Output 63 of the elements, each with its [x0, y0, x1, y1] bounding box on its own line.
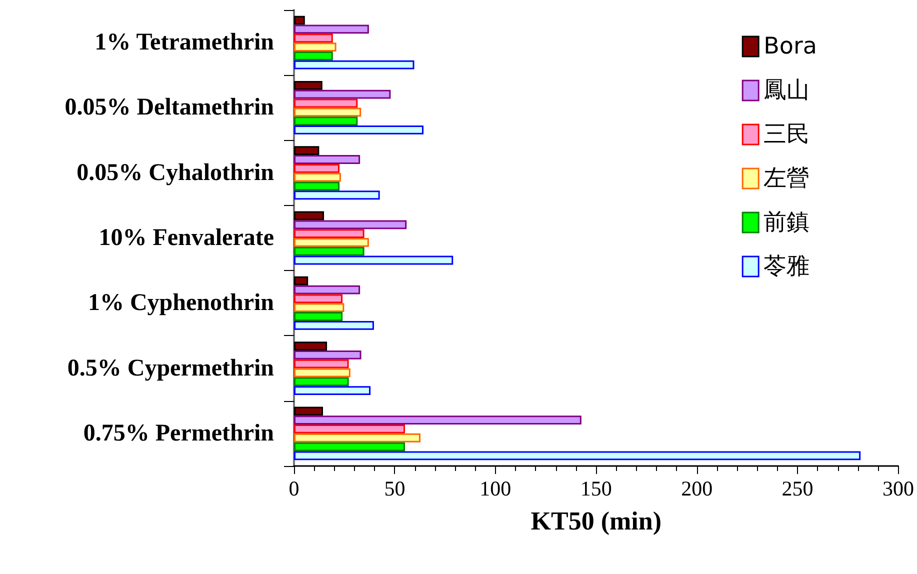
bar [294, 90, 391, 99]
bar [294, 406, 324, 416]
bar [294, 182, 340, 191]
bar [294, 368, 350, 378]
bar [294, 81, 322, 90]
bar [294, 211, 324, 220]
bar [294, 51, 333, 60]
bar [294, 285, 360, 294]
legend-label: 前鎮 [764, 210, 810, 236]
bar [294, 98, 358, 108]
bar [294, 386, 371, 395]
bar [294, 377, 349, 386]
y-tick-label: 0.5% Cypermethrin [67, 355, 274, 382]
bar [294, 24, 369, 34]
x-tick-label: 150 [580, 476, 612, 500]
bar [294, 424, 405, 434]
bar [294, 146, 320, 156]
bar [294, 256, 454, 265]
bar [294, 16, 305, 25]
bar [294, 229, 364, 238]
x-axis-title: KT50 (min) [530, 506, 662, 536]
bar [294, 190, 380, 200]
x-tick-label: 0 [288, 476, 300, 500]
x-tick-label: 250 [782, 476, 814, 500]
bar [294, 416, 582, 425]
bar [294, 342, 328, 350]
x-tick-label: 100 [480, 476, 512, 500]
legend-label: 苓雅 [764, 254, 810, 280]
x-tick-label: 200 [681, 476, 713, 500]
bar [294, 350, 362, 360]
bar [294, 126, 424, 134]
y-tick-label: 10% Fenvalerate [98, 225, 274, 251]
y-tick-label: 0.05% Deltamethrin [64, 94, 274, 121]
bar [294, 34, 333, 43]
bar [294, 42, 336, 52]
legend-label: Bora [764, 34, 818, 60]
legend-label: 三民 [764, 122, 810, 148]
bar [294, 220, 407, 230]
x-tick-label: 50 [384, 476, 406, 500]
bar [294, 433, 420, 442]
bar [294, 108, 362, 117]
bar [294, 359, 349, 368]
bar [294, 294, 343, 304]
y-tick-label: 0.75% Permethrin [83, 420, 274, 446]
bar [294, 451, 861, 460]
bar [294, 116, 358, 126]
bar [294, 442, 405, 452]
legend-label: 左營 [764, 166, 810, 192]
y-tick-label: 1% Tetramethrin [94, 30, 274, 56]
bar [294, 155, 360, 164]
bar [294, 164, 340, 173]
bar [294, 303, 344, 312]
bar [294, 172, 341, 182]
y-tick-label: 1% Cyphenothrin [88, 290, 274, 316]
bar [294, 312, 343, 321]
legend-label: 鳳山 [764, 78, 810, 104]
bar [294, 246, 364, 256]
bar [294, 238, 369, 247]
x-tick-label: 300 [882, 476, 914, 500]
bar [294, 276, 308, 286]
bar [294, 60, 414, 70]
bar [294, 320, 374, 330]
y-tick-label: 0.05% Cyhalothrin [76, 160, 274, 186]
